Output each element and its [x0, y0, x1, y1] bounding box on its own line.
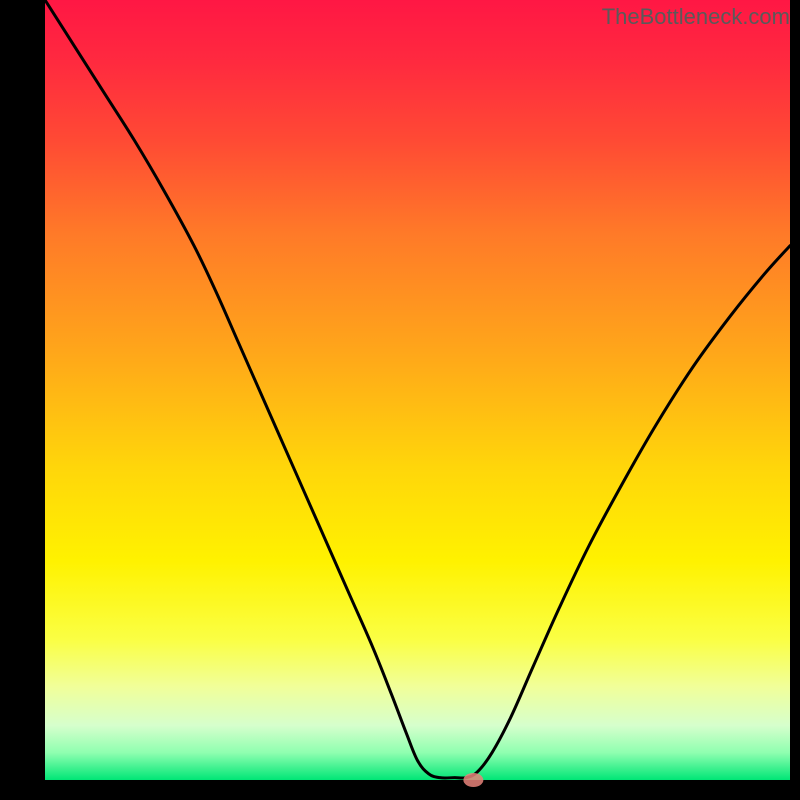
optimal-marker: [463, 773, 483, 787]
chart-svg: [0, 0, 800, 800]
bottleneck-chart: TheBottleneck.com: [0, 0, 800, 800]
border-bottom: [0, 780, 800, 800]
border-left: [0, 0, 45, 800]
border-right: [790, 0, 800, 800]
